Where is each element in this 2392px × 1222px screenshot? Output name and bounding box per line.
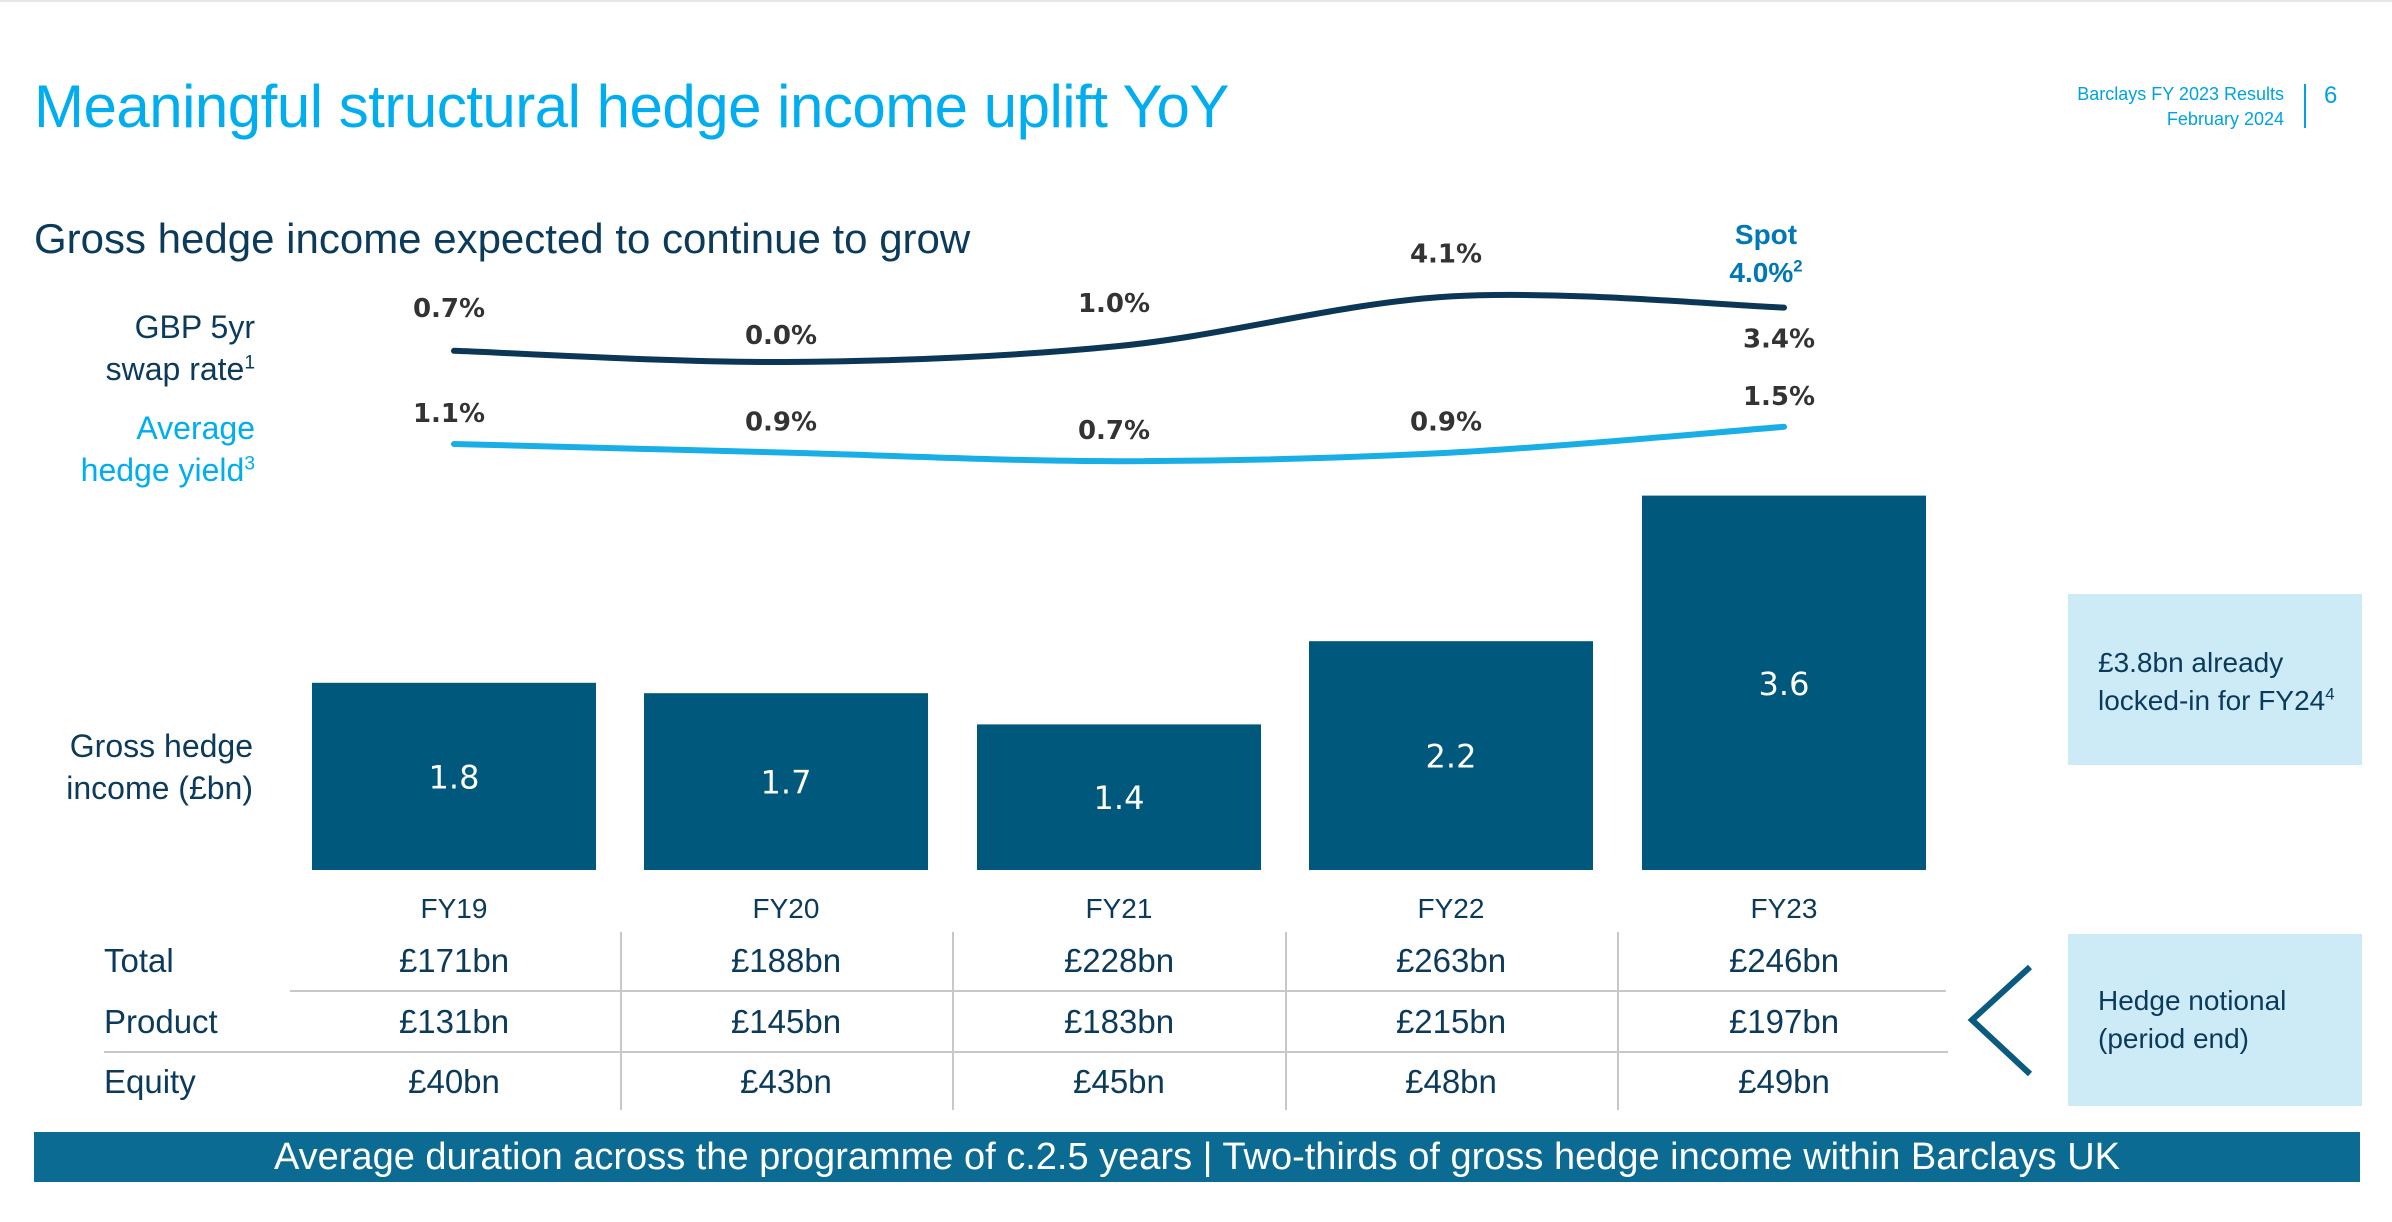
hedge-notional-callout: Hedge notional (period end) xyxy=(2068,934,2362,1106)
swap-rate-label: GBP 5yr swap rate1 xyxy=(40,306,255,390)
report-date: February 2024 xyxy=(2166,109,2284,129)
gross-income-label-line1: Gross hedge xyxy=(69,728,253,764)
table-column-divider xyxy=(1285,932,1287,1110)
hedge-yield-data-label: 0.7% xyxy=(1078,416,1150,446)
bar-fy20 xyxy=(644,693,928,870)
table-column-divider xyxy=(620,932,622,1110)
hedge-yield-label-line1: Average xyxy=(136,410,255,446)
hedge-yield-label-line2: hedge yield3 xyxy=(80,452,255,488)
category-label-fy20: FY20 xyxy=(753,893,820,924)
bar-fy21 xyxy=(977,724,1261,870)
table-column-divider xyxy=(952,932,954,1110)
table-cell: £215bn xyxy=(1395,1003,1507,1040)
gross-income-label: Gross hedge income (£bn) xyxy=(20,725,253,809)
bar-value-label: 1.8 xyxy=(429,758,480,796)
table-row-label-total: Total xyxy=(104,942,174,979)
locked-in-line1: £3.8bn already xyxy=(2098,647,2284,678)
footnote-marker: 1 xyxy=(244,352,255,374)
bar-value-label: 1.4 xyxy=(1094,779,1145,817)
table-cell: £131bn xyxy=(398,1003,510,1040)
footnote-marker: 3 xyxy=(244,453,255,475)
spot-value: 4.0% xyxy=(1729,257,1794,288)
table-column-divider xyxy=(1617,932,1619,1110)
table-row-label-product: Product xyxy=(104,1003,218,1040)
hedge-yield-line xyxy=(451,423,1787,465)
report-info: Barclays FY 2023 Results February 2024 xyxy=(2077,82,2284,132)
swap-rate-label-line1: GBP 5yr xyxy=(134,309,255,345)
table-cell: £43bn xyxy=(740,1063,832,1100)
page-title: Meaningful structural hedge income uplif… xyxy=(34,73,1229,140)
swap-rate-data-label: 4.1% xyxy=(1410,239,1482,269)
table-cell: £49bn xyxy=(1738,1063,1830,1100)
table-cell: £188bn xyxy=(730,942,842,979)
table-cell: £171bn xyxy=(398,942,510,979)
table-cell: £145bn xyxy=(730,1003,842,1040)
hedge-yield-data-label: 1.1% xyxy=(413,399,485,429)
table-cell: £228bn xyxy=(1063,942,1175,979)
category-label-fy21: FY21 xyxy=(1086,893,1153,924)
table-cell: £263bn xyxy=(1395,942,1507,979)
swap-rate-data-label: 1.0% xyxy=(1078,289,1150,319)
spot-value-wrap: 4.0%2 xyxy=(1716,254,1816,292)
table-cell: £183bn xyxy=(1063,1003,1175,1040)
table-cell: £197bn xyxy=(1728,1003,1840,1040)
footer-banner: Average duration across the programme of… xyxy=(34,1132,2360,1182)
locked-in-callout: £3.8bn already locked-in for FY244 xyxy=(2068,594,2362,765)
swap-rate-data-label: 0.7% xyxy=(413,294,485,324)
hedge-yield-label: Average hedge yield3 xyxy=(40,407,255,491)
bar-value-label: 2.2 xyxy=(1426,738,1477,776)
table-cell: £45bn xyxy=(1073,1063,1165,1100)
table-cell: £40bn xyxy=(408,1063,500,1100)
footnote-marker: 2 xyxy=(1793,256,1803,276)
spot-rate-annotation: Spot 4.0%2 xyxy=(1716,216,1816,292)
chevron-left-icon xyxy=(1967,964,2033,1077)
swap-rate-line xyxy=(451,291,1787,366)
hedge-yield-data-label: 1.5% xyxy=(1743,382,1815,412)
gross-income-label-line2: income (£bn) xyxy=(66,770,253,806)
locked-in-line2: locked-in for FY244 xyxy=(2098,684,2335,716)
report-name: Barclays FY 2023 Results xyxy=(2077,84,2284,104)
bar-value-label: 1.7 xyxy=(761,764,812,802)
swap-rate-label-line2: swap rate1 xyxy=(105,351,255,387)
header-divider xyxy=(2304,84,2306,128)
bar-fy22 xyxy=(1309,641,1593,870)
footnote-marker: 4 xyxy=(2325,684,2335,704)
table-cell: £246bn xyxy=(1728,942,1840,979)
table-row-divider xyxy=(104,1051,1948,1053)
swap-rate-data-label: 0.0% xyxy=(745,321,817,351)
bar-fy23 xyxy=(1642,495,1926,870)
category-label-fy19: FY19 xyxy=(421,893,488,924)
notional-line2: (period end) xyxy=(2098,1023,2249,1054)
page-number: 6 xyxy=(2324,82,2338,109)
chart-subtitle: Gross hedge income expected to continue … xyxy=(34,215,971,262)
top-divider xyxy=(0,0,2392,2)
table-row-divider xyxy=(290,990,1946,992)
hedge-yield-data-label: 0.9% xyxy=(745,408,817,438)
spot-label: Spot xyxy=(1734,219,1798,250)
bar-value-label: 3.6 xyxy=(1759,665,1810,703)
hedge-yield-data-label: 0.9% xyxy=(1410,408,1482,438)
table-row-label-equity: Equity xyxy=(104,1063,196,1100)
category-label-fy23: FY23 xyxy=(1751,893,1818,924)
bar-fy19 xyxy=(312,682,596,870)
swap-rate-data-label: 3.4% xyxy=(1743,325,1815,355)
category-label-fy22: FY22 xyxy=(1418,893,1485,924)
notional-line1: Hedge notional xyxy=(2098,985,2287,1016)
table-cell: £48bn xyxy=(1405,1063,1497,1100)
